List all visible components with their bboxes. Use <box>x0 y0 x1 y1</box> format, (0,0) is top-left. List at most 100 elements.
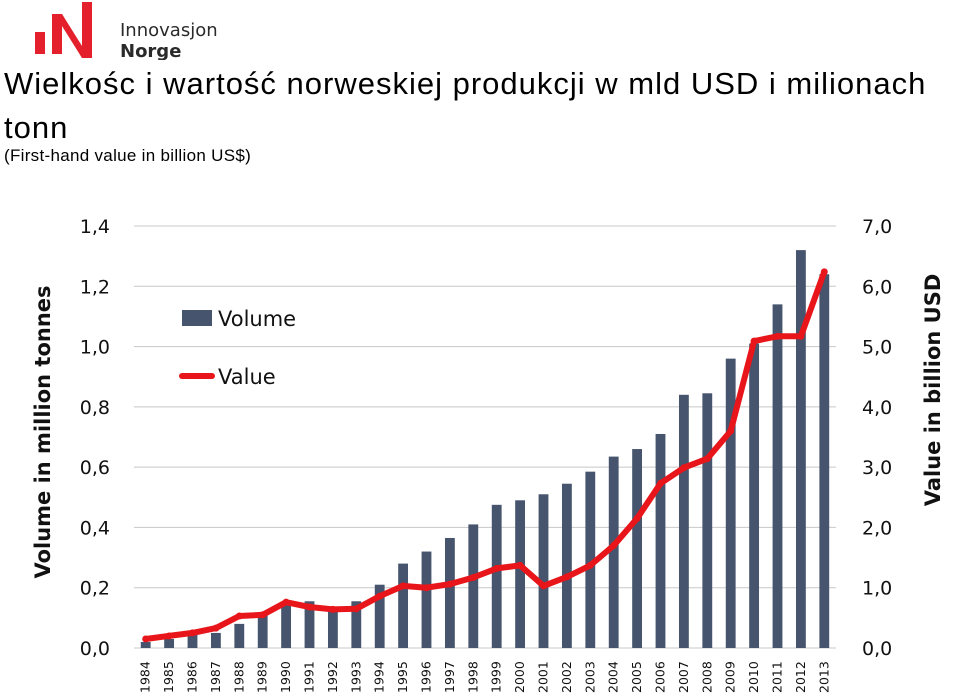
left-axis-label: Volume in million tonnes <box>31 285 55 578</box>
right-axis-label: Value in billion USD <box>921 274 945 507</box>
volume-bar <box>515 500 526 648</box>
value-point <box>423 584 430 592</box>
x-tick-label: 1994 <box>372 661 387 693</box>
x-tick-label: 1990 <box>278 661 293 693</box>
volume-bar <box>678 394 689 648</box>
value-point <box>610 542 618 550</box>
left-tick-label: 1,2 <box>80 276 110 298</box>
x-tick-label: 1987 <box>208 661 223 693</box>
left-tick-label: 1,4 <box>80 216 110 238</box>
right-tick-label: 5,0 <box>862 337 892 359</box>
volume-bar <box>655 433 666 648</box>
value-point <box>633 514 641 522</box>
value-point <box>165 632 173 640</box>
value-point <box>563 573 571 581</box>
volume-bar <box>398 563 409 648</box>
volume-bar <box>187 634 198 648</box>
volume-bar <box>140 641 151 648</box>
volume-bar <box>632 449 643 648</box>
value-point <box>820 268 828 276</box>
gridlines <box>134 225 836 649</box>
value-series-line <box>142 268 828 642</box>
volume-bar <box>795 250 806 648</box>
x-tick-label: 2012 <box>793 661 808 693</box>
volume-bar <box>281 602 292 648</box>
value-line <box>142 268 828 643</box>
value-point <box>376 592 384 600</box>
value-point <box>703 455 711 463</box>
volume-bar <box>702 393 713 648</box>
volume-bars <box>140 250 830 648</box>
left-tick-label: 0,8 <box>80 397 110 419</box>
x-tick-label: 1999 <box>489 661 504 693</box>
volume-bar <box>351 601 362 648</box>
x-tick-label: 2010 <box>746 661 761 693</box>
volume-bar <box>327 608 338 648</box>
value-point <box>142 635 150 643</box>
value-point <box>282 598 290 606</box>
volume-bar <box>725 358 736 648</box>
x-tick-label: 1985 <box>161 661 176 693</box>
x-tick-label: 2002 <box>559 661 574 693</box>
x-tick-label: 1989 <box>255 661 270 693</box>
legend: Volume Value <box>179 307 296 389</box>
x-tick-label: 2004 <box>606 661 621 693</box>
right-tick-label: 1,0 <box>862 578 892 600</box>
volume-bar <box>585 471 596 648</box>
logo-mark-square <box>35 32 45 54</box>
value-point <box>540 582 547 590</box>
x-axis-ticks: 1984 1985 1986 1987 1988 1989 1990 1991 1992 1993… <box>138 661 832 693</box>
x-tick-label: 1997 <box>442 661 457 693</box>
right-tick-label: 6,0 <box>862 276 892 298</box>
volume-bar <box>164 638 175 648</box>
x-tick-label: 1992 <box>325 661 340 693</box>
value-point <box>306 603 313 611</box>
x-tick-label: 2013 <box>816 661 831 693</box>
x-tick-label: 1995 <box>395 661 410 693</box>
volume-bar <box>304 601 315 648</box>
x-tick-label: 1986 <box>185 661 200 693</box>
chart-title: Wielkośc i wartość norweskiej produkcji … <box>4 66 927 145</box>
x-tick-label: 2006 <box>653 661 668 693</box>
logo-mark-n <box>52 2 92 58</box>
left-tick-label: 0,6 <box>80 457 110 479</box>
innovasjon-norge-logo: Innovasjon Norge <box>35 2 218 60</box>
value-point <box>797 332 805 340</box>
x-tick-label: 2007 <box>676 661 691 693</box>
left-tick-label: 0,4 <box>80 517 110 539</box>
x-tick-label: 2005 <box>629 661 644 693</box>
left-axis-ticks: 0,0 0,2 0,4 0,6 0,8 1,0 1,2 1,4 <box>80 216 110 660</box>
left-tick-label: 1,0 <box>80 337 110 359</box>
right-tick-label: 4,0 <box>862 397 892 419</box>
volume-bar <box>491 504 502 648</box>
right-tick-label: 3,0 <box>862 457 892 479</box>
x-tick-label: 2011 <box>770 661 785 693</box>
value-point <box>586 561 594 569</box>
left-tick-label: 0,0 <box>80 638 110 660</box>
value-point <box>727 427 735 435</box>
x-tick-label: 1984 <box>138 661 153 693</box>
x-tick-label: 1998 <box>465 661 480 693</box>
x-tick-label: 2001 <box>536 661 551 693</box>
right-tick-label: 7,0 <box>862 216 892 238</box>
right-axis-ticks: 0,0 1,0 2,0 3,0 4,0 5,0 6,0 7,0 <box>862 216 892 660</box>
value-point <box>493 564 501 572</box>
chart-subtitle: (First-hand value in billion US$) <box>4 146 252 165</box>
x-tick-label: 1991 <box>302 661 317 693</box>
value-point <box>774 332 781 340</box>
volume-bar <box>561 483 572 648</box>
right-tick-label: 2,0 <box>862 517 892 539</box>
x-tick-label: 2009 <box>723 661 738 693</box>
value-point <box>329 605 337 613</box>
volume-bar <box>421 551 432 648</box>
volume-bar <box>608 456 619 648</box>
legend-value-label: Value <box>218 365 276 389</box>
value-point <box>189 629 196 637</box>
volume-bar <box>772 304 783 648</box>
volume-bar <box>444 537 455 648</box>
value-point <box>516 561 524 569</box>
x-tick-label: 2000 <box>512 661 527 693</box>
logo-mark <box>35 2 92 58</box>
value-point <box>469 573 477 581</box>
